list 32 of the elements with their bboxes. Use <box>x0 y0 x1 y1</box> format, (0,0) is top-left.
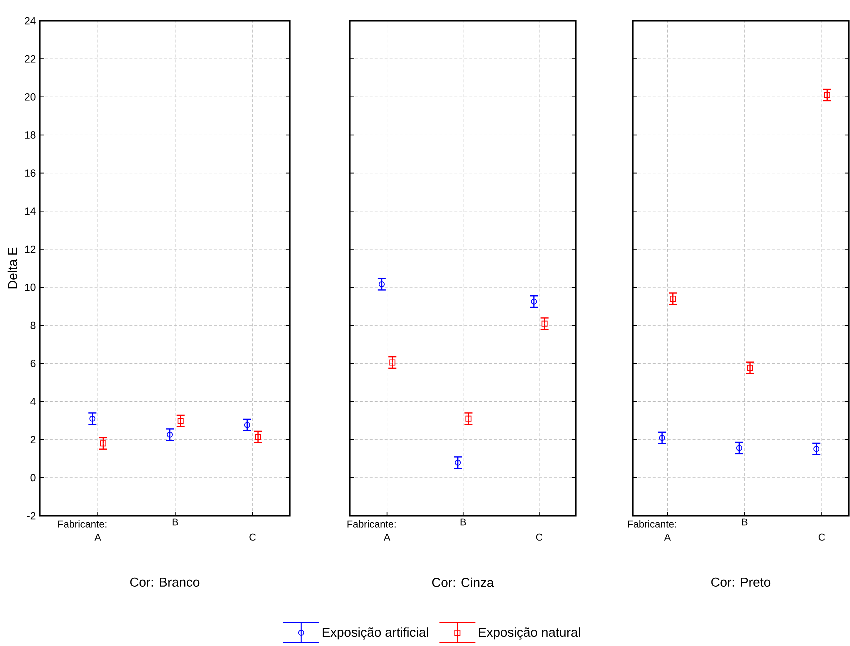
text: Fabricante: <box>348 520 396 528</box>
y-tick-label: 18 <box>25 132 36 139</box>
x-tick-label: C <box>250 534 256 541</box>
y-tick-label: 2 <box>30 436 36 444</box>
x-tick-label: C <box>536 534 543 541</box>
y-tick-label: 8 <box>30 322 36 330</box>
x-tick-label: A <box>94 534 102 541</box>
y-tick-label: 12 <box>25 246 36 254</box>
x-tick-label: A <box>384 534 391 541</box>
y-tick-label: 14 <box>25 208 36 215</box>
x-tick-label: B <box>172 518 178 526</box>
y-tick-label: 16 <box>25 170 36 178</box>
text: Fabricante: <box>58 520 107 528</box>
y-axis-title: Delta E <box>8 248 18 289</box>
y-tick-label: 10 <box>25 284 36 292</box>
y-tick-label: 22 <box>25 55 36 63</box>
x-tick-label: A <box>664 534 672 541</box>
x-tick-label: B <box>460 518 466 526</box>
legend-label: Exposição artificial <box>322 628 428 640</box>
y-tick-label: 6 <box>30 360 36 368</box>
x-axis-title: Cor: Cinza <box>432 578 494 588</box>
y-tick-label: 24 <box>25 17 36 25</box>
x-tick-label: B <box>742 518 748 526</box>
legend-label: Exposição natural <box>479 628 580 640</box>
x-tick-label: C <box>818 534 826 541</box>
y-tick-label: 0 <box>30 474 36 482</box>
x-axis-title: Cor: Branco <box>130 578 200 587</box>
y-tick-label: 4 <box>30 398 36 406</box>
y-tick-label: 20 <box>25 93 36 101</box>
text: Fabricante: <box>628 520 676 528</box>
x-axis-title: Cor: Preto <box>712 578 771 587</box>
y-tick-label: -2 <box>27 512 36 520</box>
